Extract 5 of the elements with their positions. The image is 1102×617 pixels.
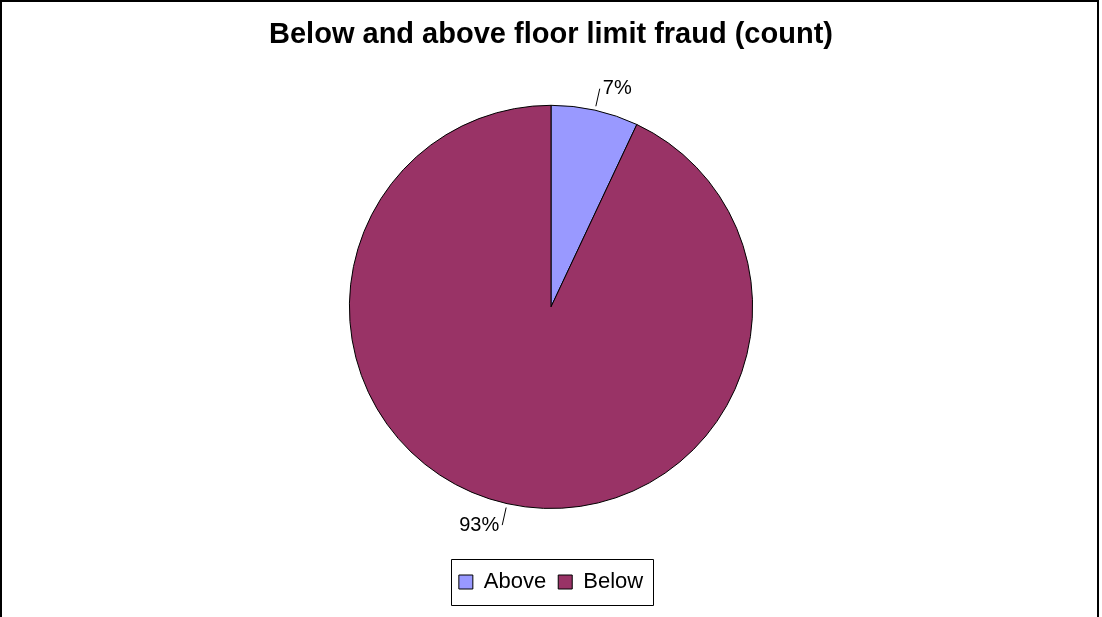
legend-label: Above [483,568,547,594]
chart-title: Below and above floor limit fraud (count) [269,17,833,50]
legend-label: Below [583,568,644,594]
data-label: 7% [602,76,632,99]
data-label: 93% [459,512,500,535]
